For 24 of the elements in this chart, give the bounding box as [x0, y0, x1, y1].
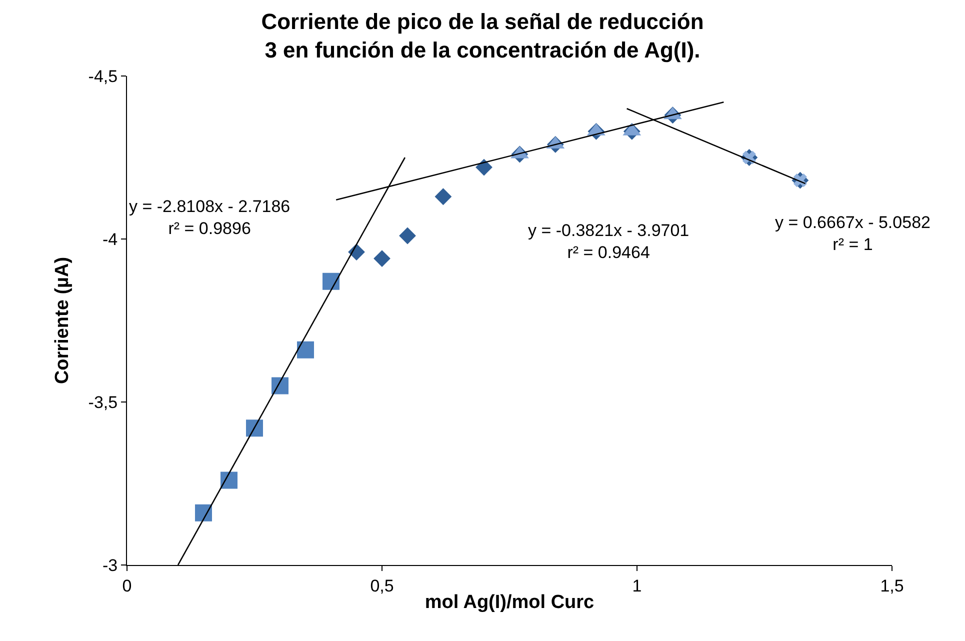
point — [476, 158, 492, 176]
point — [434, 188, 452, 206]
annotation: y = -2.8108x - 2.7186 r² = 0.9896 — [129, 197, 290, 238]
point — [220, 472, 238, 489]
point — [297, 341, 314, 358]
chart-title: Corriente de pico de la señal de reducción 3 en función de la concentración de Ag(I). — [261, 8, 704, 62]
x-axis-title: mol Ag(I)/mol Curc — [424, 592, 595, 614]
y-tick-label: -4,5 — [88, 66, 118, 86]
y-tick-label: -3 — [102, 556, 118, 575]
y-tick-label: -4 — [102, 230, 118, 249]
annotation: y = 0.6667x - 5.0582 r² = 1 — [775, 213, 930, 254]
y-tick-label: -3,5 — [88, 392, 118, 412]
x-tick-label: 0 — [122, 576, 132, 596]
x-tick-label: 1 — [632, 576, 642, 596]
point — [246, 420, 263, 437]
y-axis-title: Corriente (µA) — [52, 256, 74, 384]
point — [195, 504, 212, 522]
point — [399, 227, 416, 244]
point — [322, 272, 340, 290]
x-tick-label: 1,5 — [880, 576, 904, 596]
x-tick-label: 0,5 — [370, 576, 394, 596]
point — [374, 250, 390, 268]
point — [272, 377, 288, 394]
annotation: y = -0.3821x - 3.9701 r² = 0.9464 — [528, 221, 690, 262]
